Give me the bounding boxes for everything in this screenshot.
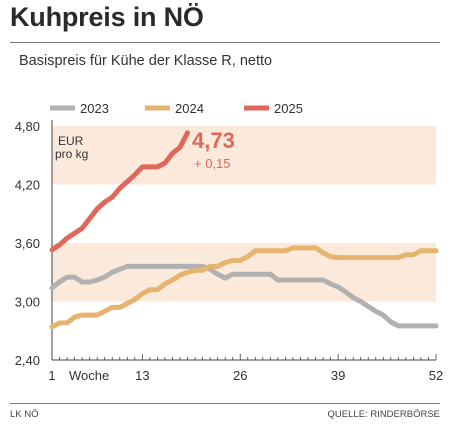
x-tick-label: 52 bbox=[429, 368, 443, 383]
y-tick-label: 2,40 bbox=[15, 353, 40, 368]
unit-label-currency: EUR bbox=[58, 134, 84, 148]
y-tick-label: 3,00 bbox=[15, 295, 40, 310]
chart-subtitle: Basispreis für Kühe der Klasse R, netto bbox=[19, 53, 273, 69]
legend-label-2025: 2025 bbox=[274, 101, 303, 116]
latest-value-label: 4,73 bbox=[192, 128, 235, 153]
footer-credit: LK NÖ bbox=[10, 409, 39, 420]
unit-label-per-kg: pro kg bbox=[55, 147, 88, 161]
y-tick-label: 4,80 bbox=[15, 119, 40, 134]
title-divider bbox=[10, 42, 440, 43]
legend-label-2024: 2024 bbox=[175, 101, 204, 116]
shaded-band-1 bbox=[52, 126, 436, 185]
series-line-2023 bbox=[49, 263, 439, 329]
change-value-label: + 0,15 bbox=[194, 156, 231, 171]
x-axis-label: Woche bbox=[69, 368, 109, 383]
x-tick-label: 1 bbox=[48, 368, 55, 383]
y-tick-label: 3,60 bbox=[15, 236, 40, 251]
footer-source: QUELLE: RINDERBÖRSE bbox=[327, 409, 440, 420]
x-tick-label: 13 bbox=[135, 368, 149, 383]
footer-divider bbox=[10, 403, 440, 404]
chart-title: Kuhpreis in NÖ bbox=[10, 2, 204, 32]
series-line-2024 bbox=[49, 245, 439, 330]
x-tick-label: 39 bbox=[331, 368, 345, 383]
legend-label-2023: 2023 bbox=[80, 101, 109, 116]
series-line-2025 bbox=[49, 130, 190, 253]
x-tick-label: 26 bbox=[233, 368, 247, 383]
y-tick-label: 4,20 bbox=[15, 178, 40, 193]
